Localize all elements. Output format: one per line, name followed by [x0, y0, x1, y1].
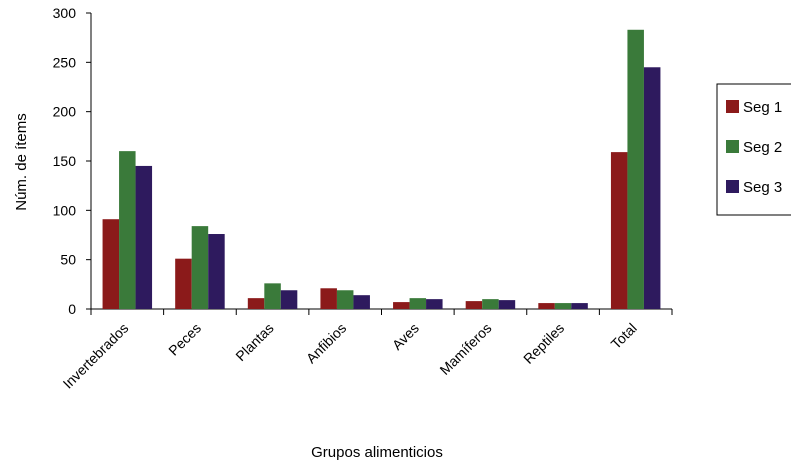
bar-seg-1	[247, 298, 265, 309]
y-tick-label: 250	[53, 54, 77, 70]
bar-seg-3	[353, 295, 370, 309]
bar-seg-2	[554, 303, 572, 309]
bar-seg-2	[336, 290, 354, 309]
x-tick-labels: Invertebrados Peces Plantas Anfibios Aves Mam…	[60, 320, 640, 392]
x-tick-label: Anfibios	[303, 320, 350, 367]
bar-seg-3	[426, 299, 443, 309]
y-tick-label: 200	[53, 104, 77, 120]
x-tick-label: Invertebrados	[60, 320, 132, 392]
y-axis: 0 50 100 150 200 250 300	[53, 5, 92, 317]
bars	[102, 29, 661, 310]
x-tick-label: Plantas	[232, 320, 276, 364]
x-tick-label: Total	[608, 320, 640, 352]
bar-seg-1	[102, 219, 120, 309]
legend-swatch	[726, 180, 739, 193]
legend-label: Seg 1	[743, 99, 782, 116]
y-tick-label: 150	[53, 153, 77, 169]
bar-seg-3	[498, 300, 516, 309]
x-axis-title: Grupos alimenticios	[311, 444, 443, 461]
x-axis	[90, 308, 673, 315]
legend-label: Seg 2	[743, 139, 782, 156]
bar-seg-3	[571, 303, 588, 309]
legend: Seg 1 Seg 2 Seg 3	[716, 83, 791, 216]
bar-seg-3	[135, 165, 153, 309]
bar-seg-1	[175, 258, 192, 309]
bar-seg-1	[538, 303, 555, 309]
y-axis-title: Núm. de ítems	[13, 113, 30, 211]
x-tick-label: Peces	[165, 320, 204, 359]
bar-seg-3	[280, 290, 298, 309]
legend-swatch	[726, 140, 739, 153]
x-tick-label: Reptiles	[520, 320, 567, 367]
bar-seg-2	[119, 151, 136, 309]
y-tick-label: 0	[68, 301, 76, 317]
bar-seg-1	[393, 302, 410, 309]
bar-seg-1	[320, 288, 337, 309]
bar-seg-3	[643, 67, 661, 310]
bar-seg-2	[191, 226, 209, 309]
legend-label: Seg 3	[743, 179, 782, 196]
bar-seg-1	[465, 301, 483, 309]
bar-seg-1	[610, 152, 628, 309]
y-tick-label: 50	[60, 252, 76, 268]
bar-seg-2	[409, 298, 427, 309]
legend-swatch	[726, 100, 739, 113]
x-tick-label: Mamíferos	[436, 320, 494, 378]
bar-seg-2	[264, 283, 281, 309]
bar-seg-3	[208, 234, 225, 309]
bar-seg-2	[482, 299, 499, 309]
bar-seg-2	[627, 29, 644, 309]
y-tick-label: 100	[53, 202, 77, 218]
x-tick-label: Aves	[389, 320, 422, 353]
y-tick-label: 300	[53, 5, 77, 21]
